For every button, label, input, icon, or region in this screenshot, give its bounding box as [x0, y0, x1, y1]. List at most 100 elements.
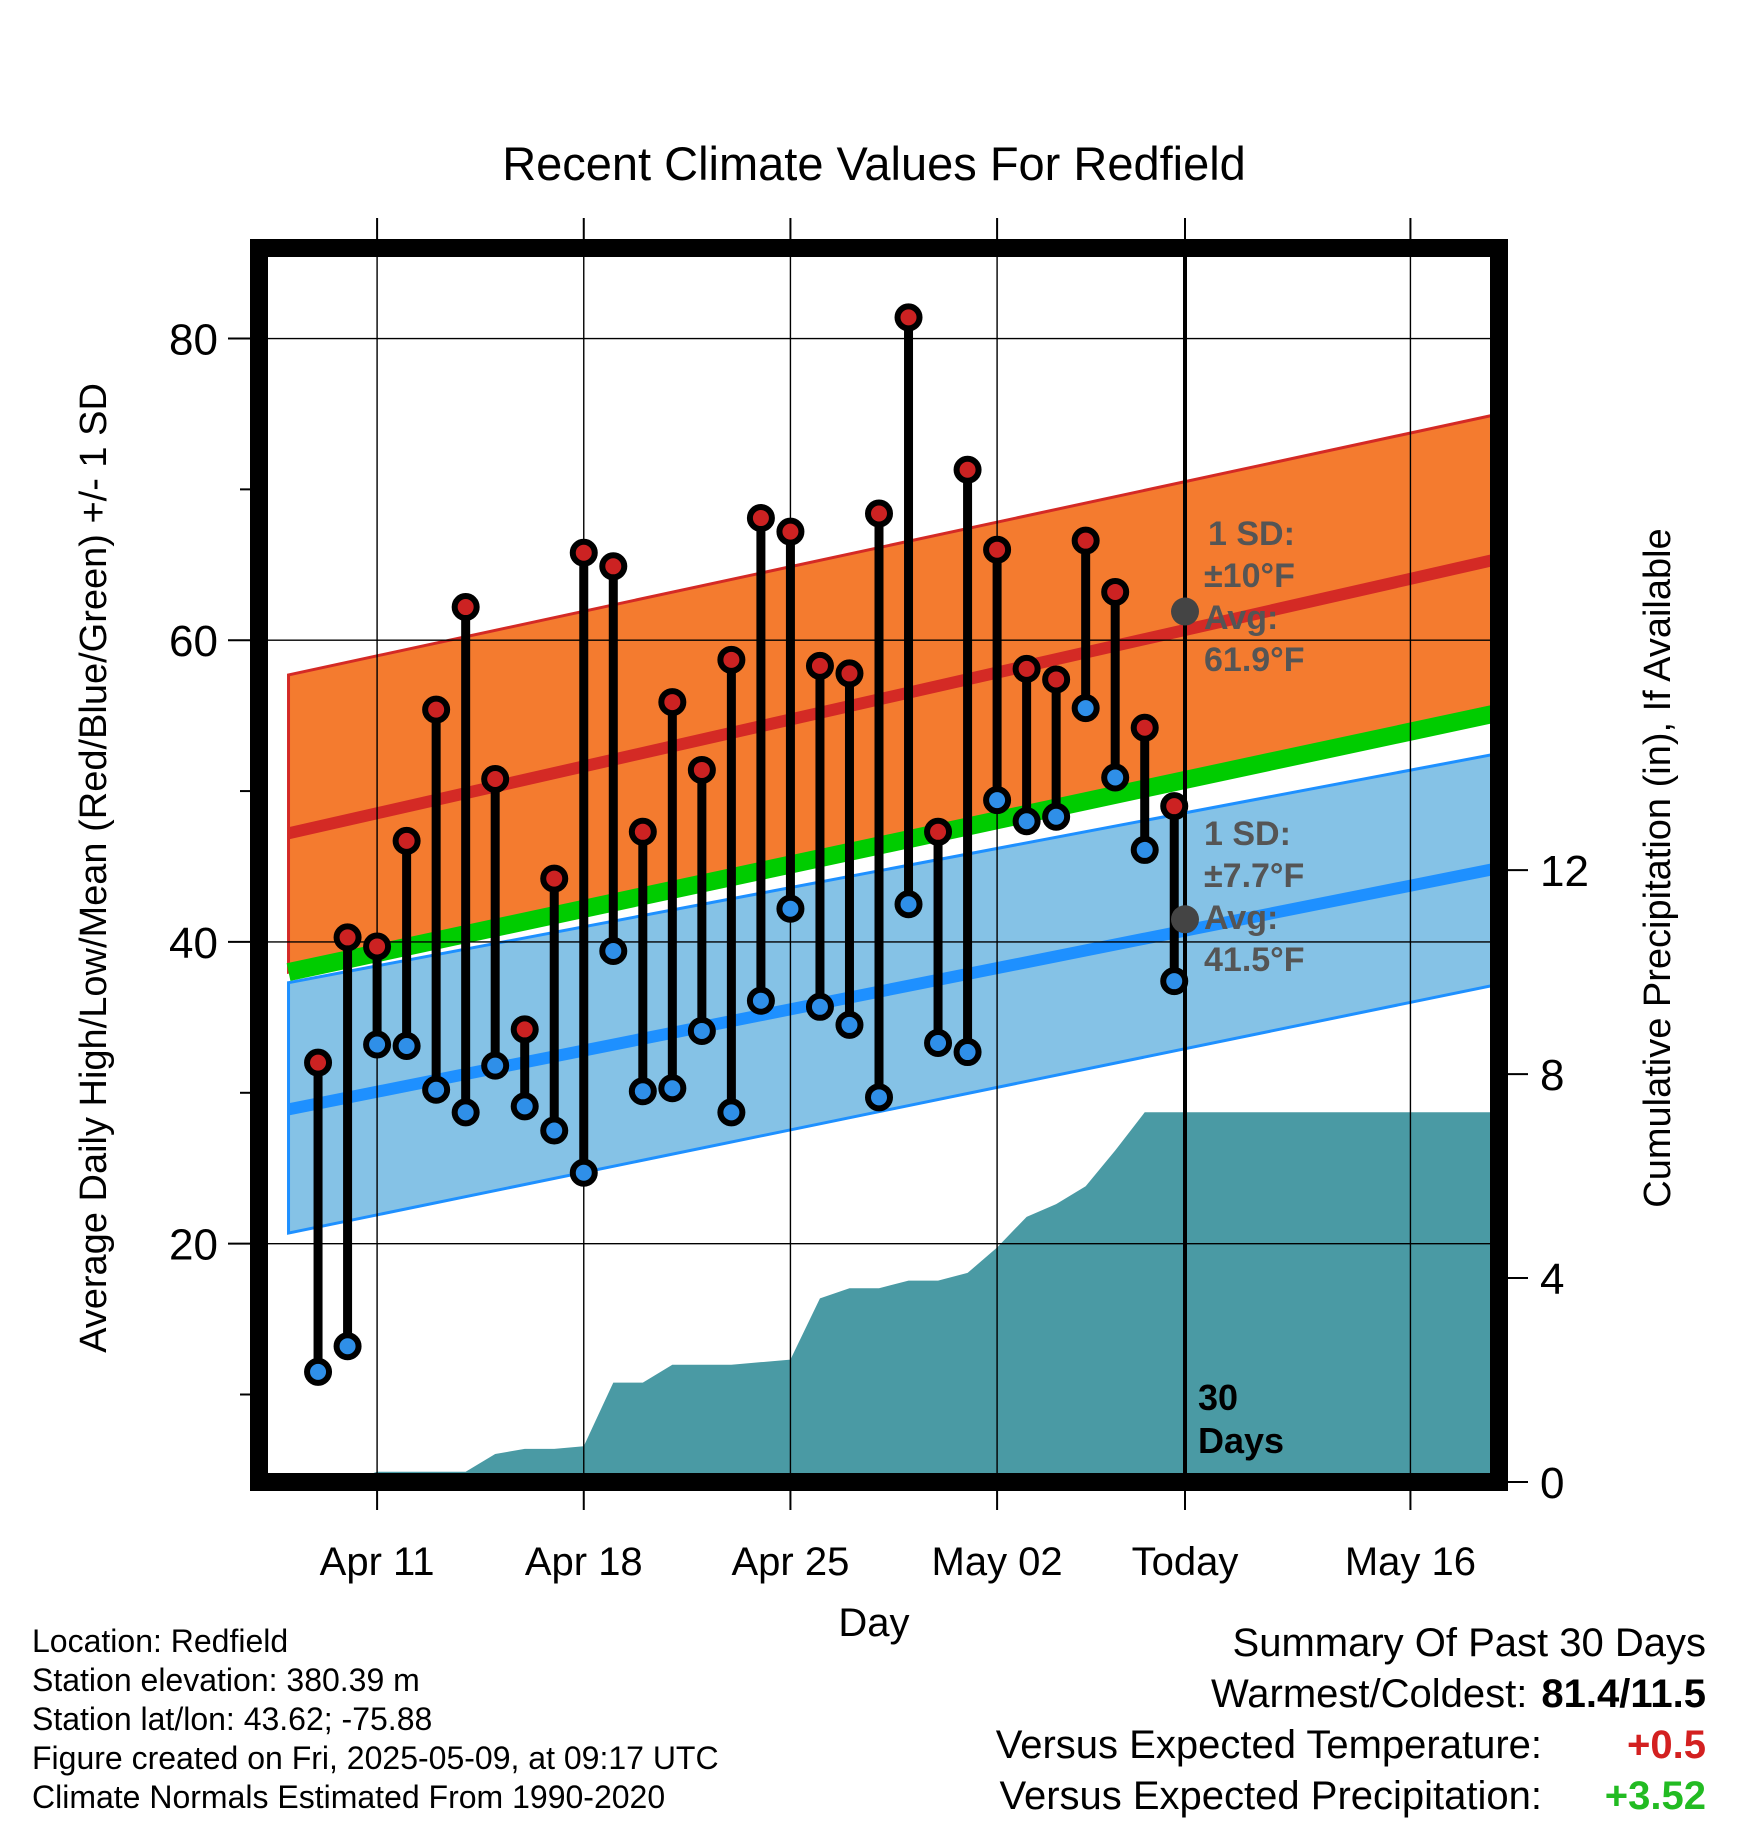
high-temp-point: [983, 535, 1012, 564]
frame-border: [250, 239, 1508, 1491]
low-temp-point: [805, 992, 834, 1021]
high-temp-point: [717, 645, 746, 674]
low-sd-value: ±7.7°F: [1204, 857, 1304, 895]
daily-markers: [304, 303, 1189, 1386]
high-temp-point: [451, 593, 480, 622]
low-sd-label: 1 SD:: [1204, 815, 1291, 853]
temp-value: +0.5: [1627, 1723, 1706, 1767]
high-temp-point: [835, 659, 864, 688]
today-low-avg-dot: [1171, 905, 1199, 934]
x-tick-label: Apr 25: [731, 1540, 849, 1584]
low-temp-point: [924, 1029, 953, 1058]
high-temp-point: [1012, 654, 1041, 683]
high-temp-point: [746, 504, 775, 533]
summary-temp-row: Versus Expected Temperature: +0.5: [996, 1720, 1706, 1771]
low-temp-point: [422, 1075, 451, 1104]
high-avg-value: 61.9°F: [1204, 641, 1305, 679]
high-temp-point: [924, 817, 953, 846]
y-right-tick-label: 0: [1540, 1459, 1564, 1508]
summary-warmest-row: Warmest/Coldest: 81.4/11.5: [996, 1669, 1706, 1720]
precipitation-area: [288, 1112, 1499, 1482]
high-temp-point: [392, 826, 421, 855]
high-temp-point: [333, 923, 362, 952]
window-days-number: 30: [1198, 1377, 1238, 1418]
high-temp-point: [1071, 526, 1100, 555]
x-axis-label: Day: [838, 1601, 909, 1645]
mean-normal-line: [286, 703, 1499, 981]
y-axis-left-label: Average Daily High/Low/Mean (Red/Blue/Gr…: [73, 383, 115, 1353]
precip-label: Versus Expected Precipitation:: [999, 1774, 1542, 1818]
high-temp-point: [628, 817, 657, 846]
warmest-value: 81.4/11.5: [1541, 1672, 1706, 1716]
low-avg-value: 41.5°F: [1204, 941, 1305, 979]
summary-panel: Summary Of Past 30 Days Warmest/Coldest:…: [996, 1618, 1706, 1822]
low-temp-point: [865, 1083, 893, 1112]
low-temp-point: [1101, 763, 1130, 792]
low-temp-point: [1012, 807, 1041, 836]
y-left-tick-label: 20: [169, 1221, 218, 1270]
window-days-word: Days: [1198, 1420, 1284, 1461]
normals-text: Climate Normals Estimated From 1990-2020: [32, 1779, 666, 1815]
plot-frame: [250, 239, 1508, 1491]
low-temp-point: [953, 1038, 982, 1067]
high-temp-point: [1101, 577, 1130, 606]
summary-title: Summary Of Past 30 Days: [1232, 1621, 1706, 1665]
x-tick-label: Apr 11: [320, 1540, 435, 1584]
y-right-tick-label: 4: [1540, 1255, 1564, 1304]
y-left-tick-label: 80: [169, 316, 218, 365]
y-right-tick-label: 8: [1540, 1051, 1564, 1100]
low-temp-point: [687, 1016, 716, 1045]
low-temp-point: [746, 986, 775, 1015]
low-temp-point: [392, 1032, 421, 1061]
low-temp-point: [894, 890, 923, 919]
high-temp-point: [776, 517, 805, 546]
high-sd-value: ±10°F: [1204, 557, 1295, 595]
low-temp-point: [1071, 694, 1100, 723]
chart-title: Recent Climate Values For Redfield: [502, 137, 1246, 190]
high-temp-point: [599, 552, 628, 581]
high-temp-point: [1042, 665, 1071, 694]
high-temp-point: [569, 538, 598, 567]
high-temp-point: [865, 499, 893, 528]
created-text: Figure created on Fri, 2025-05-09, at 09…: [32, 1740, 719, 1776]
low-temp-point: [599, 936, 628, 965]
low-temp-point: [451, 1098, 480, 1127]
x-tick-label: May 16: [1345, 1540, 1476, 1584]
low-temp-point: [481, 1051, 510, 1080]
x-tick-label: May 02: [932, 1540, 1063, 1584]
today-high-avg-dot: [1171, 597, 1199, 626]
low-temp-point: [628, 1077, 657, 1106]
summary-precip-row: Versus Expected Precipitation: +3.52: [996, 1771, 1706, 1822]
low-temp-point: [717, 1098, 746, 1127]
x-tick-label: Today: [1132, 1540, 1239, 1584]
y-left-tick-label: 60: [169, 617, 218, 666]
low-avg-label: Avg:: [1204, 899, 1278, 937]
low-temp-point: [569, 1158, 598, 1187]
elevation-text: Station elevation: 380.39 m: [32, 1662, 420, 1698]
high-temp-point: [363, 932, 392, 961]
axes: 20 40 60 80 0 4 8 12 Apr 11 Apr 18 Apr 25 May 02 Tod…: [169, 218, 1589, 1584]
high-avg-label: Avg:: [1204, 599, 1278, 637]
high-temp-point: [658, 688, 687, 717]
high-temp-point: [510, 1015, 539, 1044]
normal-bands: [286, 412, 1499, 1235]
low-temp-point: [510, 1092, 539, 1121]
high-temp-point: [805, 651, 834, 680]
high-temp-point: [1130, 713, 1159, 742]
high-temp-point: [540, 864, 569, 893]
low-temp-point: [1042, 802, 1071, 831]
high-temp-point: [1160, 792, 1189, 821]
high-temp-point: [687, 755, 716, 784]
station-info: Location: Redfield Station elevation: 38…: [32, 1622, 719, 1817]
warmest-label: Warmest/Coldest:: [1211, 1672, 1528, 1716]
y-right-tick-label: 12: [1540, 847, 1589, 896]
low-temp-point: [1130, 835, 1159, 864]
y-axis-right-label: Cumulative Precipitation (in), If Availa…: [1637, 528, 1679, 1207]
high-sd-label: 1 SD:: [1208, 515, 1295, 553]
high-temp-point: [953, 455, 982, 484]
high-temp-point: [304, 1048, 333, 1077]
high-temp-point: [481, 765, 510, 794]
latlon-text: Station lat/lon: 43.62; -75.88: [32, 1701, 433, 1737]
y-left-tick-label: 40: [169, 919, 218, 968]
